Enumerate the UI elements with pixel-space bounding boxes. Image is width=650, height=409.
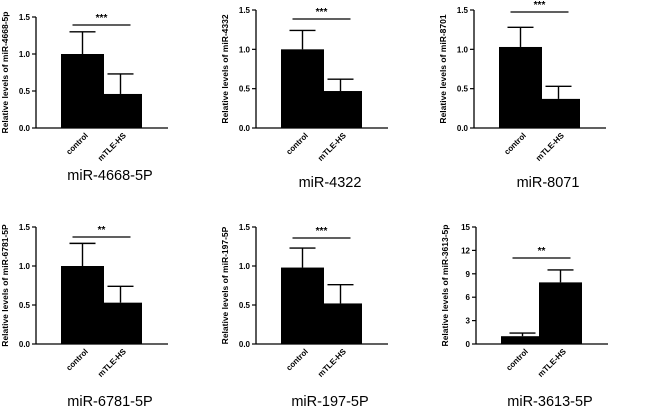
bar-control — [501, 336, 544, 344]
y-axis-title: Relative levels of miR-4668-5p — [0, 12, 10, 134]
y-tick-label: 0.0 — [239, 124, 251, 133]
y-tick-label: 0.0 — [19, 340, 31, 349]
y-tick-label: 1.0 — [19, 262, 31, 271]
y-tick-label: 12 — [461, 246, 470, 255]
panel-caption: miR-6781-5P — [67, 394, 152, 409]
x-category-label: mTLE-HS — [536, 347, 568, 379]
x-category-label: control — [64, 347, 90, 373]
bar-mTLE-HS — [99, 302, 142, 344]
y-tick-label: 1.0 — [239, 45, 251, 54]
bar-control — [499, 46, 542, 129]
y-tick-label: 0.0 — [239, 340, 251, 349]
x-category-label: mTLE-HS — [316, 347, 348, 379]
y-tick-label: 1.5 — [19, 223, 31, 232]
x-category-label: mTLE-HS — [316, 131, 348, 163]
bar-mTLE-HS — [537, 98, 580, 128]
chart-panel-6: 0 3 6 9 12 15 Relative levels of miR-3613-5p co… — [440, 223, 608, 409]
bar-mTLE-HS — [539, 282, 582, 344]
y-axis-title: Relative levels of miR-3613-5p — [440, 225, 450, 347]
bar-mTLE-HS — [319, 303, 362, 344]
bar-control — [281, 267, 324, 344]
y-tick-label: 1.5 — [19, 13, 31, 22]
y-tick-label: 1.0 — [19, 50, 31, 59]
y-tick-label: 1.0 — [457, 45, 469, 54]
significance-marker: *** — [316, 226, 328, 237]
panel-caption: miR-3613-5P — [507, 394, 592, 409]
panel-caption: miR-4322 — [299, 175, 362, 191]
y-tick-label: 0.5 — [239, 301, 251, 310]
panel-caption: miR-8071 — [517, 175, 580, 191]
y-tick-label: 1.5 — [239, 223, 251, 232]
x-category-label: control — [284, 131, 310, 157]
significance-marker: *** — [96, 13, 108, 24]
x-category-label: control — [64, 131, 90, 157]
y-tick-label: 1.5 — [457, 6, 469, 15]
y-tick-label: 0.5 — [19, 87, 31, 96]
y-tick-label: 0.5 — [19, 301, 31, 310]
x-category-label: mTLE-HS — [96, 131, 128, 163]
y-axis-title: Relative levels of miR-4332 — [220, 14, 230, 123]
bar-control — [281, 49, 324, 129]
y-tick-label: 0.5 — [239, 85, 251, 94]
significance-marker: *** — [316, 7, 328, 18]
x-category-label: mTLE-HS — [534, 131, 566, 163]
x-category-label: mTLE-HS — [96, 347, 128, 379]
y-tick-label: 0.5 — [457, 85, 469, 94]
y-axis-title: Relative levels of miR-6781-5P — [0, 224, 10, 347]
bar-control — [61, 266, 104, 344]
y-tick-label: 0 — [466, 340, 471, 349]
bar-control — [61, 54, 104, 128]
chart-panel-1: 0.0 0.5 1.0 1.5 Relative levels of miR-4668-… — [0, 12, 168, 184]
chart-panel-2: 0.0 0.5 1.0 1.5 Relative levels of miR-4332 c… — [220, 6, 388, 191]
chart-panel-4: 0.0 0.5 1.0 1.5 Relative levels of miR-6781-… — [0, 223, 168, 409]
significance-marker: ** — [538, 246, 546, 257]
y-tick-label: 9 — [466, 270, 471, 279]
y-axis-title: Relative levels of miR-197-5P — [220, 226, 230, 344]
y-tick-label: 1.0 — [239, 262, 251, 271]
y-tick-label: 0.0 — [19, 124, 31, 133]
y-axis-title: Relative levels of miR-8701 — [438, 14, 448, 123]
y-tick-label: 3 — [466, 317, 471, 326]
chart-panel-3: 0.0 0.5 1.0 1.5 Relative levels of miR-8701 c… — [438, 0, 606, 191]
y-tick-label: 15 — [461, 223, 470, 232]
bar-mTLE-HS — [99, 93, 142, 128]
x-category-label: control — [502, 131, 528, 157]
y-tick-label: 0.0 — [457, 124, 469, 133]
significance-marker: ** — [98, 225, 106, 236]
x-category-label: control — [504, 347, 530, 373]
x-category-label: control — [284, 347, 310, 373]
y-tick-label: 6 — [466, 293, 471, 302]
y-tick-label: 1.5 — [239, 6, 251, 15]
chart-panel-5: 0.0 0.5 1.0 1.5 Relative levels of miR-197-5… — [220, 223, 388, 409]
panel-caption: miR-4668-5P — [67, 168, 152, 184]
panel-caption: miR-197-5P — [291, 394, 368, 409]
bar-mTLE-HS — [319, 91, 362, 128]
significance-marker: *** — [534, 0, 546, 11]
